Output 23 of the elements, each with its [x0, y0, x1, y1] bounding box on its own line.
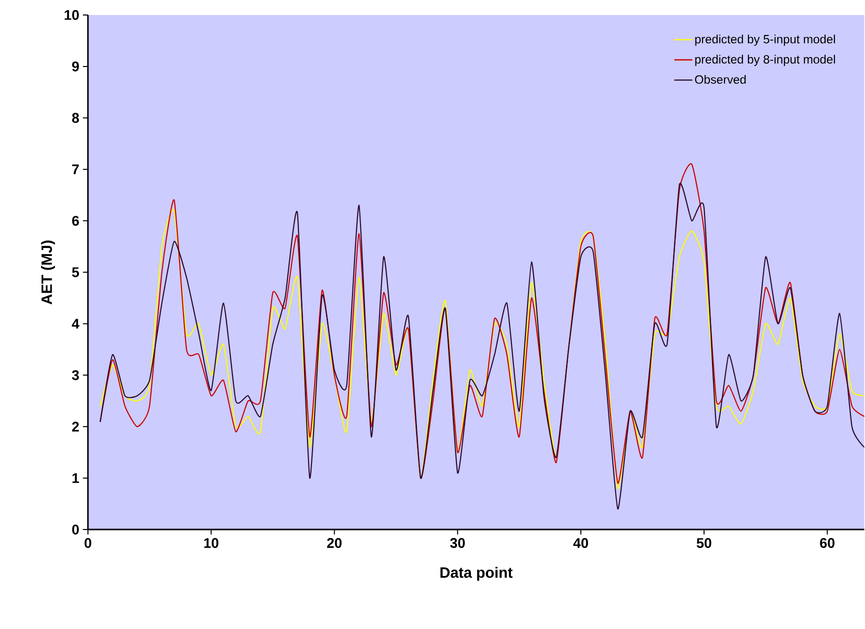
y-tick-label: 0: [72, 524, 79, 534]
y-tick-label: 9: [72, 61, 79, 72]
x-tick-label: 10: [204, 538, 218, 548]
y-tick-label: 5: [72, 267, 80, 277]
x-tick-label: 20: [327, 538, 342, 548]
x-tick-label: 0: [84, 538, 92, 548]
legend-label: predicted by 8-input model: [695, 54, 835, 66]
x-axis-title: Data point: [440, 566, 513, 581]
y-tick-label: 1: [72, 473, 80, 483]
y-axis-title: AET (MJ): [41, 240, 55, 304]
y-tick-label: 8: [72, 112, 79, 123]
legend-label: Observed: [695, 74, 746, 84]
y-tick-label: 7: [72, 164, 79, 174]
y-tick-label: 10: [64, 10, 79, 20]
y-tick-label: 3: [72, 370, 79, 380]
y-tick-label: 4: [72, 318, 80, 328]
y-tick-label: 6: [72, 216, 79, 226]
x-tick-label: 60: [820, 538, 834, 548]
legend-label: predicted by 5-input model: [695, 34, 835, 46]
y-tick-label: 2: [72, 422, 79, 432]
x-tick-label: 30: [450, 538, 465, 548]
x-tick-label: 50: [696, 538, 712, 548]
x-tick-label: 40: [573, 538, 588, 548]
